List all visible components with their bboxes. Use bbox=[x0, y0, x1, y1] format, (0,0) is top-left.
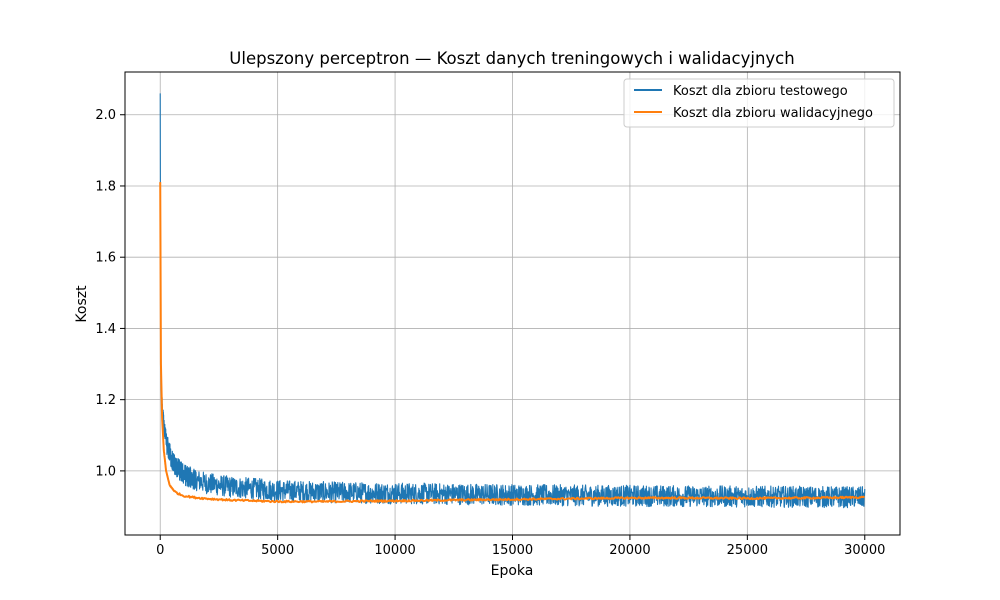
series-line-test bbox=[159, 93, 866, 509]
y-tick-label: 1.4 bbox=[95, 322, 116, 337]
y-tick-label: 2.0 bbox=[95, 108, 116, 123]
legend-label-validation: Koszt dla zbioru walidacyjnego bbox=[673, 106, 873, 121]
x-tick-label: 0 bbox=[156, 543, 164, 558]
axis-ticks: 0 5000 10000 15000 20000 25000 30000 1.0 1.2 1.4 1… bbox=[95, 108, 885, 558]
series-line-validation bbox=[159, 182, 866, 504]
x-tick-label: 30000 bbox=[844, 543, 885, 558]
series-layer bbox=[159, 93, 866, 509]
legend: Koszt dla zbioru testowego Koszt dla zbi… bbox=[623, 78, 895, 128]
y-tick-label: 1.2 bbox=[95, 393, 116, 408]
y-tick-label: 1.8 bbox=[95, 179, 116, 194]
legend-label-test: Koszt dla zbioru testowego bbox=[673, 84, 848, 99]
legend-box bbox=[623, 78, 895, 128]
x-tick-label: 25000 bbox=[727, 543, 768, 558]
grid bbox=[125, 72, 900, 535]
x-axis-label: Epoka bbox=[491, 563, 534, 579]
y-tick-label: 1.0 bbox=[95, 464, 116, 479]
chart-title: Ulepszony perceptron — Koszt danych tren… bbox=[229, 49, 794, 68]
x-tick-label: 20000 bbox=[609, 543, 650, 558]
y-axis-label: Koszt bbox=[74, 285, 90, 323]
x-tick-label: 10000 bbox=[374, 543, 415, 558]
y-tick-label: 1.6 bbox=[95, 251, 116, 266]
x-tick-label: 15000 bbox=[492, 543, 533, 558]
x-tick-label: 5000 bbox=[261, 543, 294, 558]
